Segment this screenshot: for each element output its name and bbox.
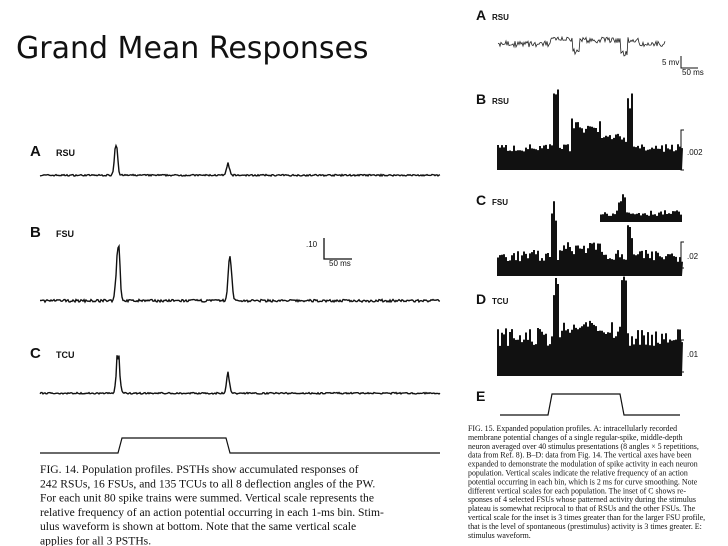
stimulus-waveform: [500, 393, 680, 416]
membrane-trace: [497, 35, 666, 57]
caption-line: neuron averaged over 40 stimulus present…: [468, 442, 699, 451]
panel-letter: B: [476, 91, 486, 107]
panel-letter: C: [476, 192, 486, 208]
scale-label: 50 ms: [682, 68, 704, 77]
panel-letter: A: [30, 143, 41, 160]
caption-line: For each unit 80 spike trains were summe…: [40, 492, 374, 505]
caption-line: data from Ref. 8). B–D: data from Fig. 1…: [468, 451, 692, 460]
caption-line: FIG. 15. Expanded population profiles. A…: [468, 424, 677, 433]
panel-letter: B: [30, 224, 41, 241]
panel-letter: E: [476, 388, 485, 404]
histogram: [600, 194, 682, 222]
scale-bar: [323, 238, 352, 260]
caption-line: plateau is somewhat reciprocal to that o…: [468, 504, 696, 513]
caption-line: stimulus waveform.: [468, 531, 531, 540]
caption-line: that is the level of spontaneous (presti…: [468, 522, 702, 531]
psth-trace: [39, 355, 441, 396]
histogram: [497, 276, 683, 376]
panel-label: FSU: [492, 198, 508, 207]
caption-line: applies for all 3 PSTHs.: [40, 535, 151, 546]
panel-label: RSU: [492, 97, 509, 106]
panel-label: RSU: [56, 148, 75, 158]
panel-label: TCU: [492, 297, 509, 306]
panel-label: RSU: [492, 13, 509, 22]
caption-line: ulus waveform is shown at bottom. Note t…: [40, 520, 356, 533]
caption-line: population. Vertical scales indicate the…: [468, 469, 688, 478]
caption-line: relative frequency of an action potentia…: [40, 506, 384, 519]
caption-line: sponses of 4 selected FSUs whose pattern…: [468, 495, 696, 504]
caption-line: expanded to demonstrate the modulation o…: [468, 460, 698, 469]
caption-line: potential occurring in each bin, which i…: [468, 477, 698, 486]
slide-title: Grand Mean Responses: [16, 31, 369, 66]
panel-label: TCU: [56, 350, 75, 360]
scale-label: .02: [687, 252, 699, 261]
caption-line: 242 RSUs, 16 FSUs, and 135 TCUs to all 8…: [40, 477, 375, 490]
panel-letter: A: [476, 7, 486, 23]
scale-label: 5 mv: [662, 58, 679, 67]
scale-label: 50 ms: [329, 259, 351, 268]
histogram: [497, 89, 683, 170]
scale-bar: [680, 56, 698, 69]
caption-line: different vertical scales for each popul…: [468, 486, 686, 495]
scale-label: .01: [687, 350, 699, 359]
histogram: [497, 201, 683, 276]
scale-label: .002: [687, 148, 703, 157]
panel-letter: C: [30, 345, 41, 362]
psth-trace: [40, 243, 441, 304]
scale-label: .10: [306, 240, 318, 249]
panel-letter: D: [476, 291, 486, 307]
caption-line: membrane potential changes of a single r…: [468, 433, 683, 442]
panel-label: FSU: [56, 229, 74, 239]
caption-line: vertical scale for the inset is 3 times …: [468, 513, 705, 522]
psth-trace: [39, 143, 441, 178]
caption-line: FIG. 14. Population profiles. PSTHs show…: [40, 463, 359, 476]
stimulus-waveform: [40, 437, 440, 454]
